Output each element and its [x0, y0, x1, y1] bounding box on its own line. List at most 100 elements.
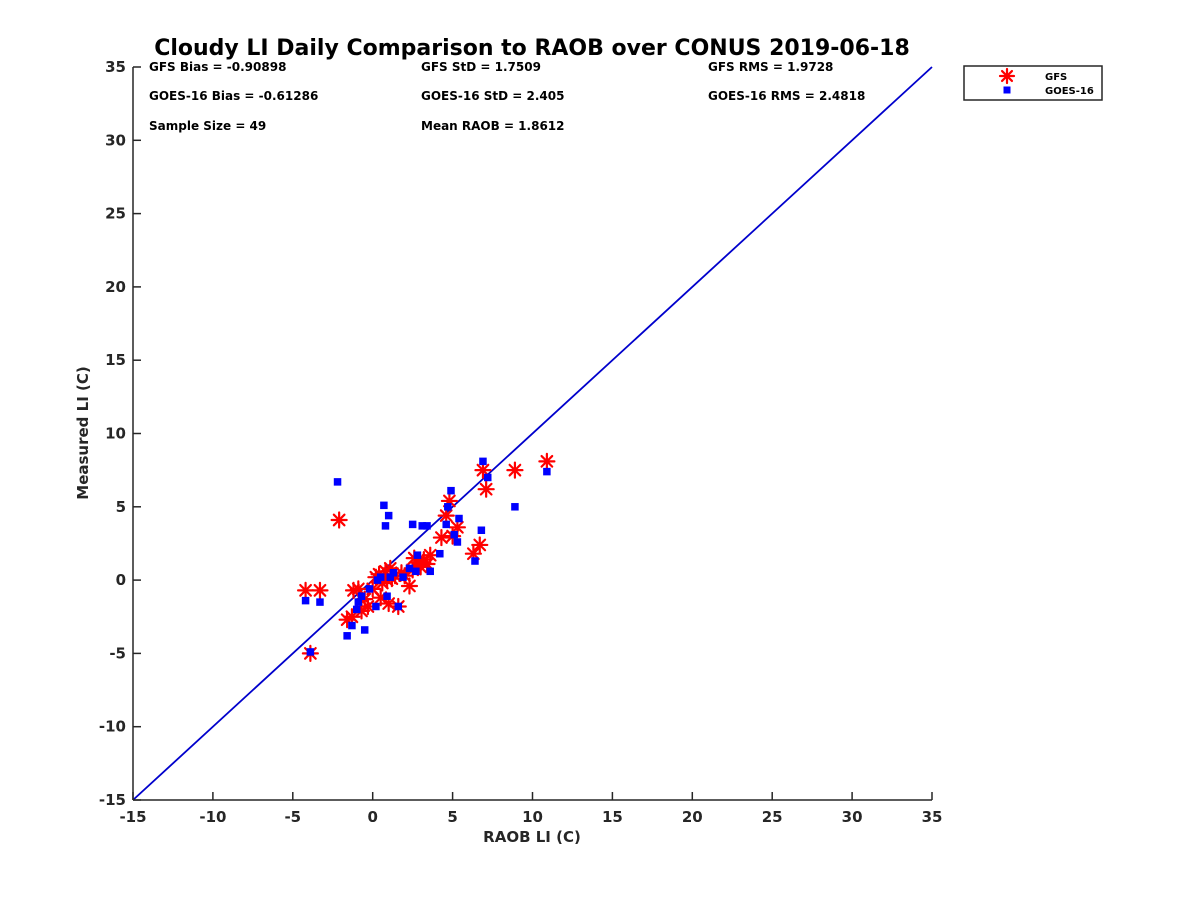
- x-axis-label: RAOB LI (C): [483, 828, 581, 846]
- y-tick-label: -15: [99, 791, 126, 809]
- x-tick-label: 25: [762, 808, 783, 826]
- y-tick-label: 30: [105, 131, 126, 149]
- goes16-point: [360, 626, 369, 634]
- goes16-point: [405, 564, 414, 573]
- goes16-point: [453, 538, 462, 546]
- stat-annotation: GFS RMS = 1.9728: [708, 60, 833, 74]
- goes16-point: [426, 567, 434, 576]
- gfs-point: [437, 506, 455, 525]
- x-tick-label: 35: [922, 808, 943, 826]
- goes16-point: [477, 526, 486, 535]
- y-tick-label: -10: [99, 718, 126, 736]
- gfs-point: [349, 580, 367, 598]
- y-ticks: -15 -10 -5 0 5 10 15 20 25 30 35: [99, 58, 141, 809]
- stat-annotation: GOES-16 RMS = 2.4818: [708, 89, 865, 103]
- legend-box: [963, 65, 1103, 101]
- y-tick-label: 0: [116, 571, 126, 589]
- goes16-point: [484, 473, 492, 482]
- x-tick-label: 5: [447, 808, 457, 826]
- goes16-point: [376, 573, 385, 581]
- legend-goes16-marker: [1003, 86, 1011, 94]
- goes16-point: [455, 514, 463, 523]
- gfs-point: [296, 581, 315, 599]
- goes16-point: [343, 632, 351, 640]
- goes16-point: [442, 520, 450, 529]
- y-tick-label: 25: [105, 205, 126, 223]
- gfs-point: [448, 518, 466, 536]
- goes16-point: [301, 596, 310, 605]
- y-tick-label: 35: [105, 58, 126, 76]
- goes16-point: [412, 567, 420, 576]
- gfs-point: [474, 461, 492, 479]
- goes16-point: [511, 503, 519, 511]
- goes16-point: [386, 573, 395, 581]
- stat-annotation: GFS Bias = -0.90898: [149, 60, 286, 74]
- x-tick-label: 10: [522, 808, 543, 826]
- goes16-point: [380, 501, 388, 510]
- y-axis-label: Measured LI (C): [74, 366, 92, 499]
- goes16-point: [413, 551, 422, 559]
- chart-title: Cloudy LI Daily Comparison to RAOB over …: [154, 36, 910, 61]
- y-tick-label: 5: [116, 498, 126, 516]
- gfs-point: [477, 480, 495, 498]
- gfs-point: [506, 461, 524, 479]
- gfs-point: [471, 536, 489, 554]
- y-tick-label: 15: [105, 351, 126, 369]
- goes16-point: [306, 648, 315, 656]
- goes16-point: [418, 522, 426, 530]
- goes16-point: [316, 598, 324, 606]
- stat-annotation: GFS StD = 1.7509: [421, 60, 541, 74]
- x-tick-label: 30: [842, 808, 863, 826]
- x-tick-label: -5: [284, 808, 301, 826]
- goes16-point: [479, 457, 487, 466]
- x-tick-label: -15: [119, 808, 146, 826]
- goes16-point: [372, 602, 380, 611]
- x-tick-label: 15: [602, 808, 623, 826]
- stat-annotation: GOES-16 StD = 2.405: [421, 89, 564, 103]
- stat-annotation: Sample Size = 49: [149, 119, 266, 133]
- gfs-point: [400, 577, 419, 595]
- stat-annotation: Mean RAOB = 1.8612: [421, 119, 565, 133]
- legend-label: GFS: [1045, 72, 1067, 83]
- legend-items: GFS GOES-16: [998, 67, 1094, 97]
- x-tick-label: -10: [199, 808, 226, 826]
- goes16-point: [394, 602, 403, 611]
- goes16-point: [389, 569, 398, 577]
- data-points: [296, 452, 556, 663]
- legend[interactable]: GFS GOES-16: [963, 65, 1103, 101]
- goes16-point: [383, 592, 391, 600]
- gfs-point: [330, 511, 348, 529]
- y-tick-label: 10: [105, 425, 126, 443]
- goes16-point: [384, 511, 393, 520]
- gfs-point: [311, 581, 329, 599]
- x-tick-label: 20: [682, 808, 703, 826]
- y-tick-label: 20: [105, 278, 126, 296]
- gfs-point: [432, 528, 451, 547]
- one-to-one-line: [132, 66, 933, 801]
- goes16-point: [471, 557, 479, 565]
- series-goes-16: [301, 457, 551, 656]
- stat-annotation: GOES-16 Bias = -0.61286: [149, 89, 318, 103]
- legend-label: GOES-16: [1045, 86, 1094, 97]
- reference-line-group: [132, 66, 933, 801]
- goes16-point: [399, 573, 407, 581]
- goes16-point: [354, 598, 363, 606]
- goes16-point: [333, 478, 342, 486]
- y-tick-label: -5: [109, 644, 126, 662]
- goes16-point: [436, 549, 444, 558]
- legend-gfs-marker: [998, 67, 1016, 85]
- goes16-point: [352, 605, 361, 614]
- goes16-point: [543, 467, 551, 476]
- goes16-point: [423, 522, 431, 530]
- goes16-point: [365, 585, 374, 593]
- goes16-point: [357, 592, 366, 600]
- x-ticks: -15 -10 -5 0 5 10 15 20 25 30 35: [119, 792, 942, 826]
- gfs-point: [538, 452, 556, 470]
- x-tick-label: 0: [367, 808, 377, 826]
- statistics-annotations: GFS Bias = -0.90898 GFS StD = 1.7509 GFS R…: [149, 60, 865, 133]
- goes16-point: [408, 520, 417, 529]
- gfs-point: [421, 546, 439, 564]
- goes16-point: [381, 522, 390, 530]
